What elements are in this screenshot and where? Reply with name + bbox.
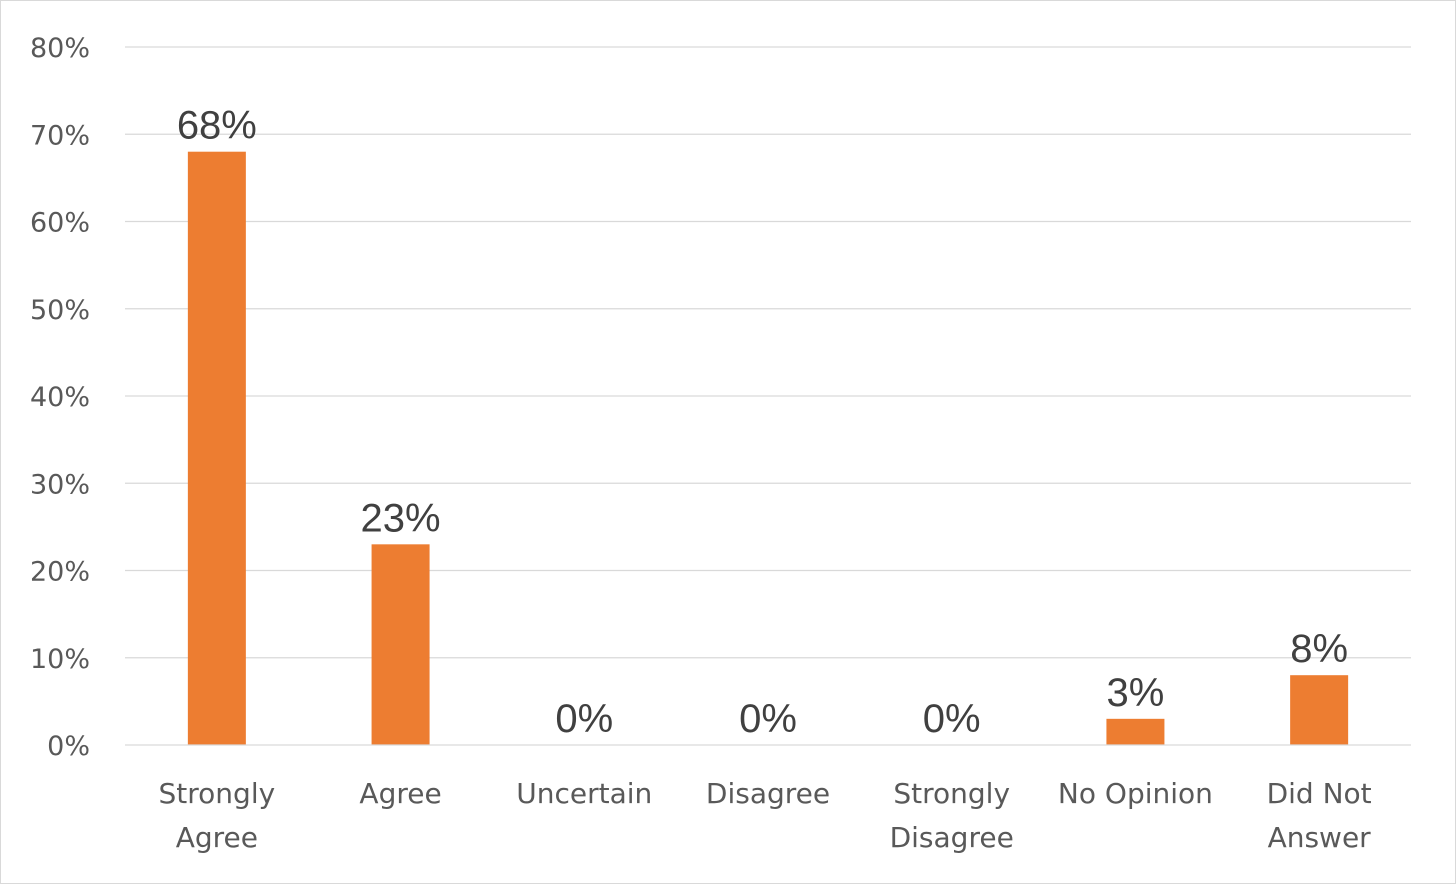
x-tick-label: Agree xyxy=(359,777,441,810)
gridlines xyxy=(125,46,1411,659)
bar xyxy=(1106,718,1165,745)
x-tick-label: No Opinion xyxy=(1058,777,1213,810)
y-axis-ticks: 0% 10% 20% 30% 40% 50% 60% 70% 80% xyxy=(30,33,90,762)
data-label: 0% xyxy=(555,697,613,741)
bar xyxy=(1290,675,1349,745)
x-tick-label: Did Not Answer xyxy=(1267,777,1372,854)
x-tick-label: Strongly Disagree xyxy=(890,777,1014,854)
bar xyxy=(187,151,246,745)
data-label: 8% xyxy=(1290,627,1348,671)
bar xyxy=(371,544,430,745)
y-tick-label: 20% xyxy=(30,557,90,588)
x-tick-label: Uncertain xyxy=(516,777,652,810)
data-label: 23% xyxy=(361,496,441,540)
x-tick-label: Disagree xyxy=(706,777,830,810)
bars xyxy=(187,151,1349,745)
x-tick-label: Strongly Agree xyxy=(159,777,276,854)
y-tick-label: 70% xyxy=(30,120,90,151)
data-label: 68% xyxy=(177,104,257,148)
y-tick-label: 50% xyxy=(30,295,90,326)
y-tick-label: 80% xyxy=(30,33,90,64)
y-tick-label: 40% xyxy=(30,382,90,413)
y-tick-label: 10% xyxy=(30,644,90,675)
data-labels: 68% 23% 0% 0% 0% 3% 8% xyxy=(177,104,1348,741)
y-tick-label: 60% xyxy=(30,208,90,239)
data-label: 0% xyxy=(739,697,797,741)
data-label: 3% xyxy=(1107,671,1165,715)
y-tick-label: 0% xyxy=(47,731,90,762)
y-tick-label: 30% xyxy=(30,469,90,500)
data-label: 0% xyxy=(923,697,981,741)
x-axis-categories: Strongly Agree Agree Uncertain Disagree Stron… xyxy=(159,777,1372,854)
